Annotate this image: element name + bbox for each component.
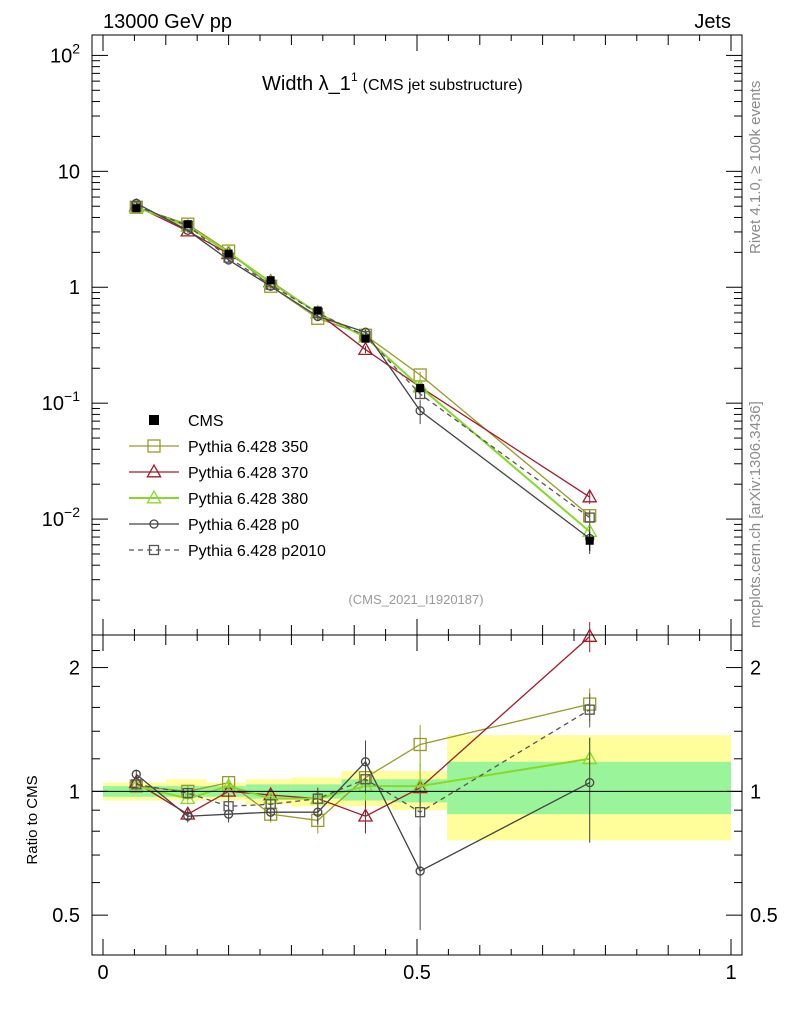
data-point bbox=[132, 204, 141, 213]
main-ytick-label-base: 10 bbox=[50, 45, 72, 67]
ratio-ylabel: Ratio to CMS bbox=[24, 775, 41, 864]
legend-marker bbox=[146, 463, 162, 478]
chart-title-main: Width λ_1 bbox=[262, 73, 351, 95]
ratio-series-line bbox=[136, 757, 590, 800]
legend-marker bbox=[149, 519, 159, 529]
ratio-ytick-label-right: 2 bbox=[750, 658, 761, 680]
main-series-marker bbox=[357, 341, 374, 356]
legend-label: Pythia 6.428 370 bbox=[188, 465, 308, 482]
data-point bbox=[183, 220, 192, 229]
main-ytick-label: 10−1 bbox=[42, 388, 80, 415]
ratio-series-marker bbox=[360, 757, 371, 767]
ratio-series-marker bbox=[182, 787, 193, 799]
ratio-series-marker bbox=[131, 769, 141, 779]
main-ytick-label-exp: −1 bbox=[64, 388, 80, 404]
ratio-series-marker bbox=[312, 793, 323, 804]
main-ytick-label-base: 10 bbox=[42, 393, 64, 415]
data-point bbox=[416, 384, 425, 393]
main-series-marker bbox=[415, 406, 425, 416]
main-series-line bbox=[135, 202, 591, 540]
ratio-series-marker bbox=[585, 777, 595, 788]
main-ytick-label-exp: 2 bbox=[72, 40, 80, 56]
ratio-band-inner bbox=[447, 761, 731, 815]
ratio-series-marker bbox=[413, 737, 427, 752]
main-ytick-label: 10−2 bbox=[42, 504, 80, 531]
ratio-series-marker bbox=[223, 801, 234, 812]
legend-label: Pythia 6.428 380 bbox=[188, 491, 308, 508]
ratio-series-marker bbox=[183, 811, 193, 821]
main-ytick-label: 10 bbox=[58, 161, 80, 183]
legend-marker bbox=[146, 489, 162, 504]
xtick-label: 0 bbox=[97, 962, 108, 984]
main-series-marker bbox=[584, 512, 595, 523]
legend-marker-data bbox=[149, 415, 159, 425]
main-ytick-label-exp: −2 bbox=[64, 504, 80, 520]
ratio-series-marker bbox=[584, 704, 595, 715]
ratio-series-marker bbox=[131, 779, 142, 790]
data-point bbox=[224, 249, 233, 258]
analysis-label: (CMS_2021_I1920187) bbox=[348, 592, 483, 607]
rivet-side-label: Rivet 4.1.0, ≥ 100k events bbox=[747, 81, 764, 254]
ratio-ytick-label: 1 bbox=[69, 781, 80, 803]
legend-label: Pythia 6.428 350 bbox=[188, 439, 308, 456]
data-point bbox=[585, 536, 594, 545]
ratio-series-line bbox=[135, 760, 591, 872]
ratio-uncertainty-bands bbox=[103, 735, 731, 841]
main-series-line bbox=[136, 206, 591, 517]
ratio-ytick-label-right: 0.5 bbox=[750, 905, 778, 927]
ratio-series-marker bbox=[415, 866, 425, 876]
main-series-marker bbox=[581, 488, 598, 503]
chart-title: Width λ_11 (CMS jet substructure) bbox=[262, 70, 523, 95]
chart-title-sup: 1 bbox=[351, 70, 358, 84]
header-left-text: 13000 GeV pp bbox=[103, 11, 232, 33]
ratio-panel-frame bbox=[91, 634, 743, 956]
header-right-text: Jets bbox=[694, 11, 731, 33]
legend-marker bbox=[147, 439, 161, 453]
xtick-label: 1 bbox=[725, 962, 736, 984]
ratio-series-line bbox=[136, 709, 591, 813]
data-point bbox=[313, 306, 322, 315]
chart-title-sub: (CMS jet substructure) bbox=[363, 77, 523, 94]
ratio-series-line bbox=[135, 636, 591, 817]
xtick-label: 0.5 bbox=[403, 962, 431, 984]
ratio-ytick-label-right: 1 bbox=[750, 781, 761, 803]
legend-label: CMS bbox=[188, 413, 224, 430]
legend-label: Pythia 6.428 p0 bbox=[188, 517, 299, 534]
ratio-series-marker bbox=[414, 807, 426, 818]
ratio-series-marker bbox=[265, 799, 276, 810]
main-series-line bbox=[136, 205, 591, 519]
main-series-line bbox=[135, 206, 591, 533]
ratio-ytick-label: 0.5 bbox=[52, 905, 80, 927]
main-series-group bbox=[128, 198, 598, 554]
legend-marker bbox=[148, 544, 160, 556]
main-ytick-label-base: 10 bbox=[42, 509, 64, 531]
ratio-band-inner bbox=[341, 779, 392, 801]
ratio-ytick-label: 2 bbox=[69, 658, 80, 680]
ratio-series-marker bbox=[357, 808, 374, 822]
main-ytick-label: 102 bbox=[50, 40, 80, 67]
data-point bbox=[266, 276, 275, 285]
ratio-series-line bbox=[136, 703, 590, 822]
legend-label: Pythia 6.428 p2010 bbox=[188, 543, 326, 560]
mcplots-side-label: mcplots.cern.ch [arXiv:1306.3436] bbox=[747, 401, 764, 628]
data-point bbox=[361, 334, 370, 343]
ratio-series-marker bbox=[360, 774, 371, 785]
legend: CMS Pythia 6.428 350 Pythia 6.428 370 Pythi… bbox=[129, 413, 326, 560]
main-ytick-label: 1 bbox=[69, 277, 80, 299]
